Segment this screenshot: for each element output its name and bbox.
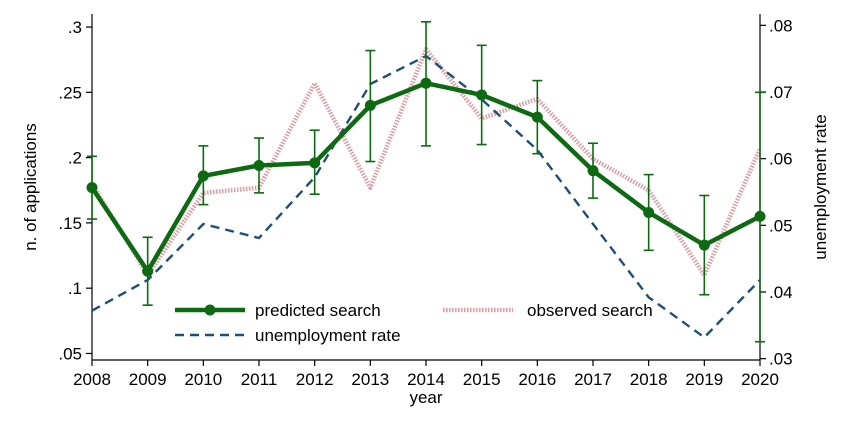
predicted-search-point	[364, 99, 376, 111]
y-tick-label: .25	[58, 83, 82, 102]
x-tick-label: 2016	[518, 370, 556, 389]
predicted-search-point	[698, 239, 710, 251]
y2-tick-label: .08	[769, 16, 793, 35]
x-tick-label: 2012	[296, 370, 334, 389]
x-axis-title: year	[409, 388, 442, 407]
predicted-search-point	[309, 157, 321, 169]
x-tick-label: 2009	[129, 370, 167, 389]
y2-tick-label: .07	[769, 83, 793, 102]
legend-unemployment-label: unemployment rate	[255, 326, 401, 345]
y-tick-label: .15	[58, 214, 82, 233]
x-tick-label: 2013	[351, 370, 389, 389]
series-layer	[86, 21, 766, 343]
x-tick-label: 2008	[73, 370, 111, 389]
y2-tick-label: .05	[769, 216, 793, 235]
x-tick-label: 2020	[741, 370, 779, 389]
axes: .05 .1 .15 .2 .25 .3 .03 .04 .05 .06 .07 .08 2008 200…	[21, 14, 830, 407]
x-tick-label: 2019	[685, 370, 723, 389]
y-tick-label: .1	[68, 279, 82, 298]
predicted-search-point	[476, 89, 488, 101]
predicted-search-point	[420, 77, 432, 89]
predicted-search-point	[253, 159, 265, 171]
y-tick-label: .2	[68, 149, 82, 168]
predicted-search-point	[142, 265, 154, 277]
predicted-search-point	[197, 170, 209, 182]
predicted-search-point	[754, 210, 766, 222]
legend: predicted search observed search unemploym…	[175, 301, 653, 345]
y-tick-label: .05	[58, 344, 82, 363]
y-tick-label: .3	[68, 18, 82, 37]
predicted-search-point	[86, 182, 98, 194]
x-tick-label: 2010	[184, 370, 222, 389]
y-axis-title: n. of applications	[21, 123, 40, 251]
predicted-search-point	[587, 165, 599, 177]
predicted-search-point	[531, 111, 543, 123]
x-tick-label: 2011	[241, 370, 278, 389]
x-tick-label: 2014	[407, 370, 445, 389]
legend-predicted-label: predicted search	[255, 301, 381, 320]
y2-axis-title: unemployment rate	[811, 114, 830, 260]
y2-tick-label: .06	[769, 150, 793, 169]
legend-observed-label: observed search	[527, 301, 653, 320]
x-tick-label: 2017	[574, 370, 612, 389]
y2-tick-label: .03	[769, 350, 793, 369]
x-tick-label: 2015	[463, 370, 501, 389]
predicted-search-point	[643, 206, 655, 218]
y2-tick-label: .04	[769, 283, 793, 302]
x-tick-label: 2018	[630, 370, 668, 389]
legend-predicted-marker	[204, 304, 216, 316]
